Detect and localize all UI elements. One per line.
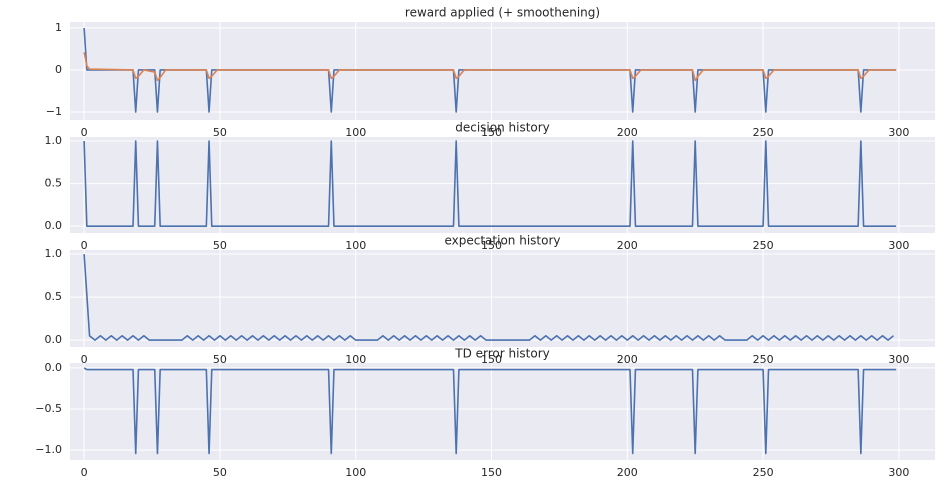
x-tick-label: 200 <box>617 466 638 479</box>
series-line <box>83 27 897 113</box>
x-tick-label: 50 <box>213 353 227 366</box>
x-tick-label: 250 <box>753 466 774 479</box>
y-tick-label: 1.0 <box>45 247 63 260</box>
x-tick-label: 200 <box>617 239 638 252</box>
x-tick-label: 50 <box>213 466 227 479</box>
y-tick-label: 0.0 <box>45 361 63 374</box>
x-tick-label: 0 <box>81 466 88 479</box>
x-tick-label: 300 <box>888 353 909 366</box>
y-tick-label: −1.0 <box>35 443 62 456</box>
y-tick-label: 1.0 <box>45 134 63 147</box>
x-tick-label: 150 <box>481 239 502 252</box>
x-tick-label: 100 <box>345 239 366 252</box>
series-line <box>83 367 897 455</box>
y-tick-label: 0.5 <box>45 290 63 303</box>
x-tick-label: 300 <box>888 466 909 479</box>
series-line <box>83 253 894 341</box>
y-tick-label: −1 <box>46 105 62 118</box>
chart-title: reward applied (+ smoothening) <box>405 6 600 20</box>
x-tick-label: 100 <box>345 126 366 139</box>
series-line <box>83 140 897 227</box>
plot-area <box>70 22 935 120</box>
plot-area <box>70 250 935 347</box>
x-tick-label: 50 <box>213 126 227 139</box>
plot-area <box>70 363 935 460</box>
chart-title: decision history <box>455 121 550 135</box>
x-tick-label: 300 <box>888 239 909 252</box>
y-tick-label: 0.0 <box>45 219 63 232</box>
x-tick-label: 50 <box>213 239 227 252</box>
y-tick-label: −0.5 <box>35 402 62 415</box>
x-tick-label: 200 <box>617 126 638 139</box>
x-tick-label: 0 <box>81 126 88 139</box>
x-tick-label: 250 <box>753 239 774 252</box>
y-tick-label: 0 <box>55 63 62 76</box>
y-tick-label: 0.5 <box>45 177 63 190</box>
plot-area <box>70 137 935 233</box>
chart-title: expectation history <box>444 234 560 248</box>
y-tick-label: 1 <box>55 21 62 34</box>
x-tick-label: 0 <box>81 353 88 366</box>
x-tick-label: 0 <box>81 239 88 252</box>
x-tick-label: 200 <box>617 353 638 366</box>
series-line <box>83 52 897 82</box>
x-tick-label: 250 <box>753 353 774 366</box>
x-tick-label: 250 <box>753 126 774 139</box>
x-tick-label: 150 <box>481 126 502 139</box>
x-tick-label: 150 <box>481 353 502 366</box>
x-tick-label: 100 <box>345 466 366 479</box>
x-tick-label: 300 <box>888 126 909 139</box>
x-tick-label: 150 <box>481 466 502 479</box>
y-tick-label: 0.0 <box>45 333 63 346</box>
x-tick-label: 100 <box>345 353 366 366</box>
chart-title: TD error history <box>454 347 550 361</box>
